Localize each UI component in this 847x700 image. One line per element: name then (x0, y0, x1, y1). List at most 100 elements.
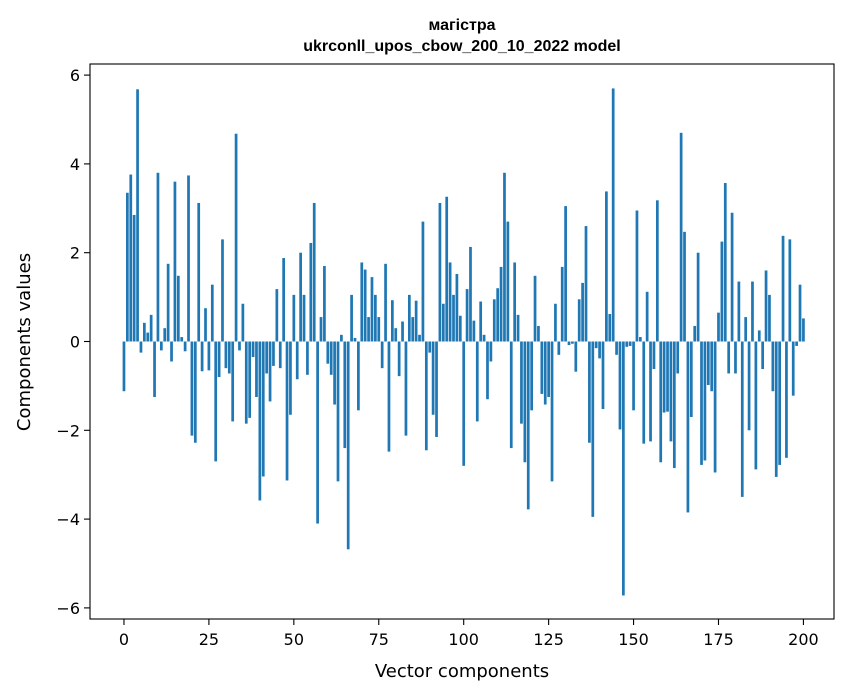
bar-component-45 (275, 289, 279, 342)
bar-component-140 (598, 341, 601, 359)
bar-component-94 (441, 303, 445, 342)
chart-title-line-1: магістра (428, 17, 495, 34)
bar-component-118 (523, 341, 527, 463)
bar-component-61 (329, 341, 333, 375)
bar-component-7 (146, 332, 150, 342)
bar-component-139 (594, 341, 598, 349)
x-tick-label: 75 (369, 630, 389, 649)
bar-component-60 (326, 341, 330, 364)
bar-component-115 (513, 262, 517, 342)
bar-component-16 (176, 275, 180, 342)
x-tick-label: 175 (703, 630, 734, 649)
bar-component-133 (574, 341, 578, 372)
bar-component-23 (200, 341, 204, 372)
bar-component-31 (227, 341, 231, 374)
bar-component-154 (645, 291, 649, 342)
bar-component-86 (414, 300, 418, 342)
bar-component-129 (560, 266, 564, 342)
bar-component-83 (404, 341, 408, 436)
bar-component-65 (343, 341, 347, 449)
bar-component-3 (132, 214, 136, 342)
bar-component-197 (791, 341, 795, 396)
bar-component-176 (720, 241, 724, 342)
x-tick-label: 25 (199, 630, 219, 649)
bar-component-0 (122, 341, 126, 392)
bar-component-47 (282, 258, 286, 342)
bar-component-92 (435, 341, 438, 437)
bar-component-26 (210, 284, 214, 342)
bar-component-114 (509, 341, 513, 449)
bar-component-196 (788, 239, 792, 342)
bar-component-46 (278, 341, 282, 369)
bar-component-71 (363, 269, 367, 342)
bar-component-48 (285, 341, 289, 481)
bar-component-137 (588, 341, 591, 443)
y-tick-label: 0 (70, 333, 80, 352)
bar-component-68 (353, 337, 357, 342)
bar-component-63 (336, 341, 340, 482)
bar-component-29 (221, 239, 224, 342)
bar-component-123 (540, 341, 544, 394)
bar-component-9 (153, 341, 156, 397)
bar-component-141 (601, 341, 605, 409)
bar-component-173 (710, 341, 714, 392)
bar-component-21 (193, 341, 197, 443)
bar-component-163 (676, 341, 680, 374)
bar-component-51 (295, 341, 299, 380)
bar-component-20 (190, 341, 194, 436)
bar-component-18 (183, 341, 187, 352)
y-axis-label: Components values (14, 253, 35, 431)
bar-component-76 (380, 341, 384, 369)
bar-component-54 (306, 341, 309, 375)
bar-component-91 (431, 341, 435, 415)
bar-component-128 (557, 341, 561, 355)
bar-component-185 (751, 281, 754, 342)
bar-component-33 (234, 133, 238, 342)
bar-component-22 (197, 202, 201, 342)
bar-component-2 (129, 174, 133, 342)
bar-component-175 (717, 312, 720, 342)
bar-component-11 (159, 341, 163, 351)
bar-component-193 (778, 341, 782, 465)
bar-component-77 (384, 263, 387, 342)
bar-component-10 (156, 172, 160, 342)
bar-component-81 (397, 341, 401, 377)
bar-component-106 (482, 334, 486, 342)
bar-component-164 (679, 132, 683, 342)
bar-component-52 (299, 252, 302, 342)
bar-component-148 (625, 341, 629, 347)
bar-component-143 (608, 313, 612, 342)
bar-component-80 (394, 328, 398, 342)
bar-component-13 (166, 263, 170, 342)
y-tick-label: −6 (56, 599, 80, 618)
x-axis-label: Vector components (375, 661, 549, 682)
bar-component-74 (374, 294, 377, 342)
bar-component-178 (727, 341, 731, 374)
bar-component-126 (550, 341, 554, 482)
bar-component-160 (666, 341, 669, 412)
bar-component-166 (686, 341, 690, 513)
bar-component-55 (309, 242, 313, 342)
bar-component-103 (472, 320, 476, 342)
bar-component-142 (605, 191, 608, 342)
bar-component-151 (635, 210, 639, 342)
bar-component-35 (241, 303, 245, 342)
bar-component-100 (462, 341, 466, 466)
bar-component-131 (567, 341, 571, 346)
bar-component-107 (486, 341, 489, 400)
bar-component-98 (455, 274, 459, 342)
bar-component-39 (255, 341, 258, 397)
bar-component-24 (204, 308, 207, 342)
bar-component-64 (340, 334, 343, 342)
bar-component-67 (350, 294, 353, 342)
bar-component-127 (554, 303, 557, 342)
bar-component-32 (231, 341, 235, 422)
bar-component-43 (268, 341, 272, 402)
bar-component-108 (489, 341, 493, 362)
y-tick-label: 6 (70, 66, 80, 85)
bar-component-167 (689, 341, 693, 417)
bar-component-105 (479, 301, 483, 342)
bar-component-117 (520, 341, 523, 424)
